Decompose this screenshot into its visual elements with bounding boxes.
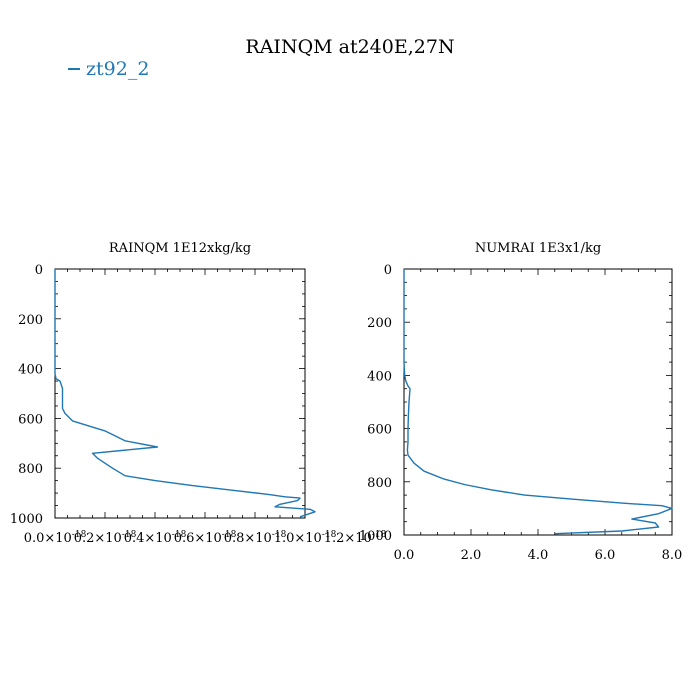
panel-2-y-tick-label: 600	[367, 423, 392, 438]
panel-2-x-tick-label: 0.0	[394, 548, 415, 563]
panel-1-x-tick-label: 0.0×10-18	[24, 530, 87, 546]
panel-1-x-tick-label: 1.0×10-18	[274, 530, 337, 546]
panel-1-y-tick-label: 0	[35, 263, 43, 278]
legend-label: zt92_2	[86, 58, 150, 80]
panel-1-frame	[54, 268, 306, 519]
panel-1-x-tick-label: 0.8×10-18	[224, 530, 287, 546]
panel-1-title: RAINQM 1E12xkg/kg	[109, 241, 251, 256]
panel-1-x-tick-label: 0.6×10-18	[174, 530, 237, 546]
panel-2-frame	[403, 268, 673, 536]
panel-1-y-tick-label: 400	[18, 363, 43, 378]
panel-2-y-tick-label: 0	[384, 263, 392, 278]
panel-2-y-tick-label: 800	[367, 476, 392, 491]
panel-2-x-tick-label: 4.0	[528, 548, 549, 563]
panel-2-y-tick-label: 400	[367, 369, 392, 384]
figure-title: RAINQM at240E,27N	[245, 36, 455, 58]
panel-2-y-tick-label: 200	[367, 316, 392, 331]
panel-1-y-tick-label: 800	[18, 462, 43, 477]
panel-2-y-tick-label: 1000	[359, 529, 392, 544]
panel-1-x-tick-label: 0.2×10-18	[74, 530, 137, 546]
panel-2-x-tick-label: 2.0	[461, 548, 482, 563]
panel-1-y-tick-label: 600	[18, 412, 43, 427]
panel-2-series-line-1	[403, 269, 673, 535]
legend: zt92_2	[68, 58, 149, 80]
legend-line-swatch	[68, 68, 80, 70]
panel-1-y-tick-label: 1000	[10, 512, 43, 527]
panel-1-y-tick-label: 200	[18, 313, 43, 328]
panel-2-x-tick-label: 6.0	[595, 548, 616, 563]
panel-1-series-line-1	[54, 269, 316, 518]
panel-1-x-tick-label: 1.2×10-18	[324, 530, 387, 546]
panel-2-x-tick-label: 8.0	[662, 548, 683, 563]
panel-1-x-tick-label: 0.4×10-18	[124, 530, 187, 546]
panel-2-title: NUMRAI 1E3x1/kg	[475, 241, 601, 256]
